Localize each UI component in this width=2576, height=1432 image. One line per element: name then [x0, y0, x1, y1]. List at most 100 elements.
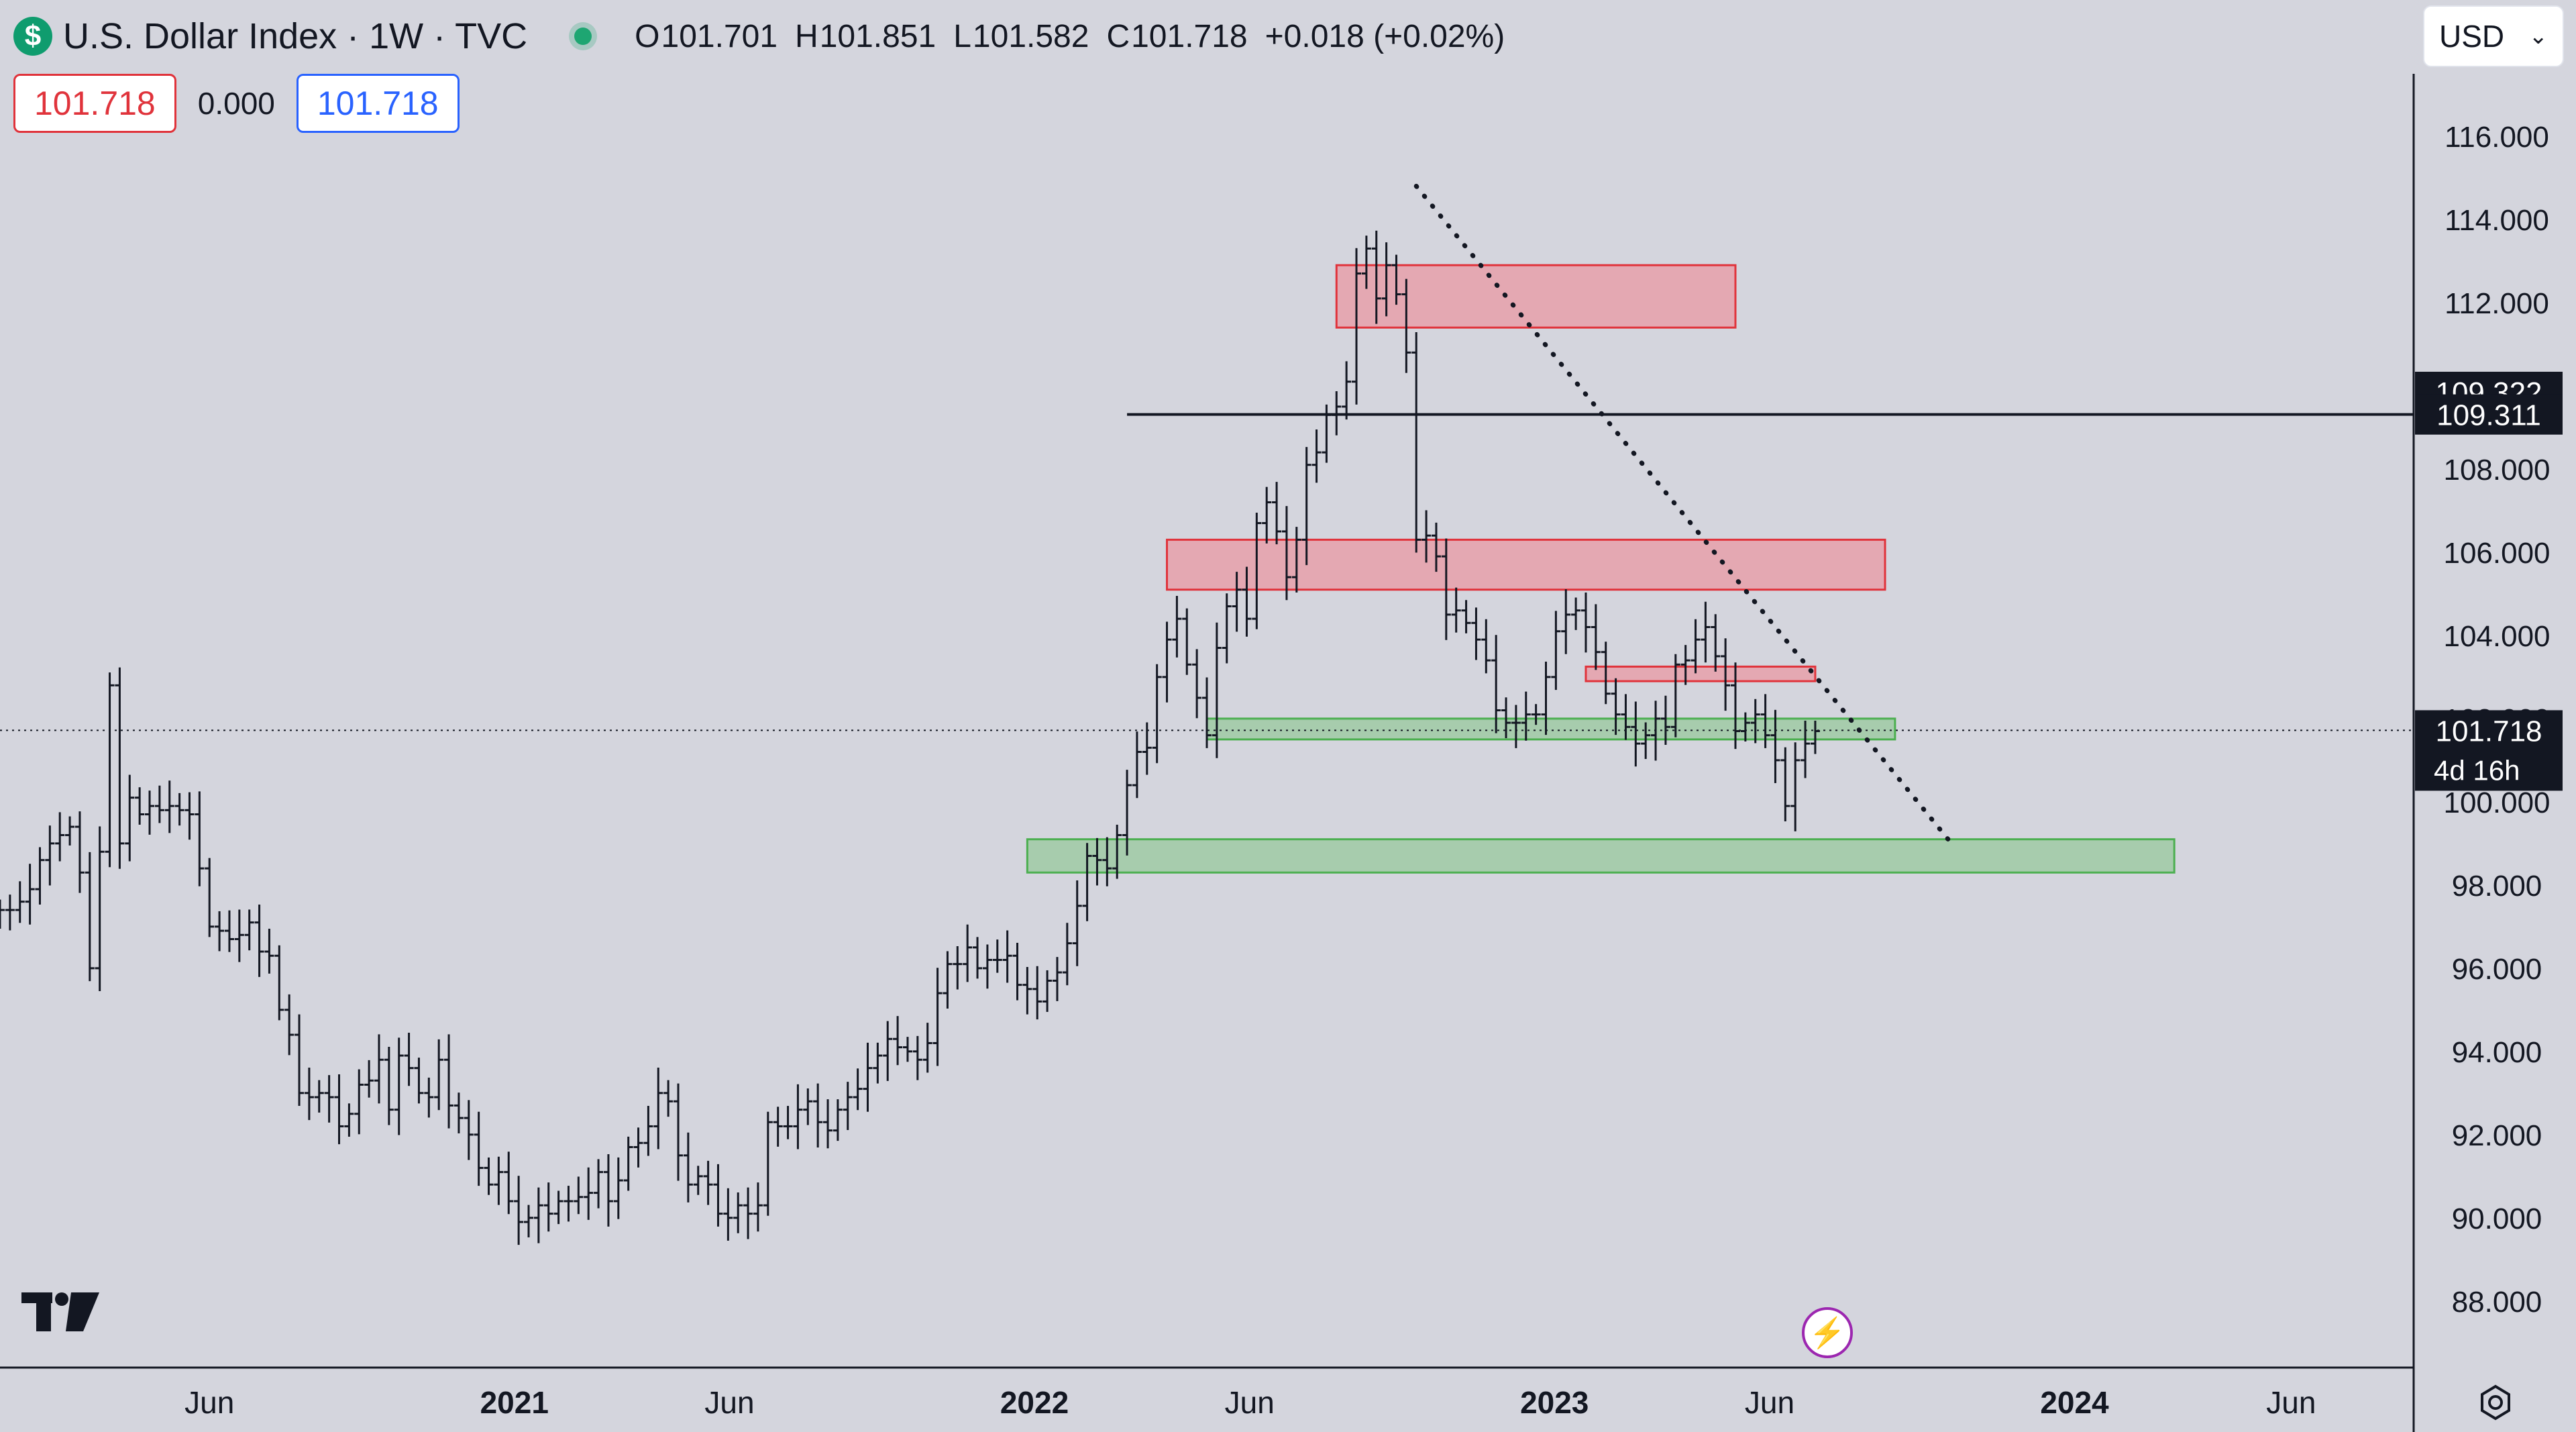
ohlc-bar — [274, 945, 284, 1021]
ohlc-bar — [215, 911, 225, 952]
ohlc-bar — [205, 858, 215, 937]
high-number: 101.851 — [819, 18, 936, 54]
y-tick-label: 112.000 — [2445, 287, 2549, 320]
y-tick-label: 94.000 — [2452, 1036, 2542, 1069]
ohlc-bar — [404, 1032, 414, 1086]
currency-value: USD — [2439, 19, 2505, 54]
symbol-title[interactable]: U.S. Dollar Index · 1W · TVC — [63, 16, 528, 56]
ohlc-bar — [963, 924, 973, 982]
ohlc-bar — [1601, 642, 1611, 705]
ohlc-bar — [354, 1069, 364, 1135]
ohlc-bar — [294, 1014, 305, 1107]
ohlc-bar — [145, 790, 155, 835]
currency-select[interactable]: USD ⌄ — [2423, 5, 2564, 67]
y-tick-label: 90.000 — [2452, 1203, 2542, 1235]
trade-buttons: 101.718 0.000 101.718 — [13, 74, 460, 133]
ohlc-bar — [1760, 694, 1770, 748]
ohlc-bar — [135, 787, 145, 825]
price-tag: 109.311 — [2415, 394, 2563, 435]
close-value: C101.718 — [1106, 18, 1247, 55]
ohlc-bar — [653, 1068, 663, 1149]
ohlc-bar — [922, 1023, 932, 1073]
ohlc-bar — [553, 1190, 564, 1225]
buy-price-button[interactable]: 101.718 — [296, 74, 460, 133]
ohlc-bar — [184, 792, 195, 840]
trend-line — [1413, 183, 1957, 850]
ohlc-bar — [1461, 600, 1471, 633]
ohlc-bar — [1591, 604, 1601, 670]
ohlc-bar — [932, 968, 943, 1066]
lightning-bolt-icon[interactable]: ⚡ — [1802, 1307, 1853, 1358]
ohlc-bar — [1690, 619, 1701, 674]
market-open-status-icon — [574, 28, 592, 45]
x-tick-label: 2023 — [1520, 1385, 1589, 1420]
ohlc-bar — [1272, 482, 1282, 545]
countdown-label: 4d 16h — [2434, 754, 2520, 786]
high-label: H — [795, 18, 818, 54]
ohlc-bar — [1770, 709, 1780, 783]
demand-zone-4 — [1205, 717, 1896, 741]
ohlc-bar — [1262, 487, 1272, 544]
ohlc-bar — [803, 1088, 813, 1125]
y-tick-label: 98.000 — [2452, 870, 2542, 903]
ohlc-bar — [1291, 527, 1301, 593]
low-label: L — [953, 18, 971, 54]
ohlc-bar — [693, 1166, 703, 1195]
ohlc-bar — [1152, 664, 1162, 764]
ohlc-bar — [65, 816, 75, 846]
ohlc-bar — [55, 812, 65, 862]
tradingview-logo-icon[interactable] — [19, 1287, 102, 1337]
dollar-sign-icon[interactable]: $ — [13, 17, 52, 56]
ohlc-bar — [424, 1077, 434, 1118]
ohlc-bar — [35, 847, 45, 905]
ohlc-bar — [74, 811, 85, 893]
ohlc-bar — [1740, 712, 1750, 741]
ohlc-bar — [883, 1021, 893, 1081]
ohlc-bar — [613, 1157, 623, 1219]
ohlc-bar — [1670, 654, 1680, 737]
open-number: 101.701 — [661, 18, 778, 54]
supply-zone-1 — [1335, 264, 1737, 329]
ohlc-bar — [464, 1100, 474, 1160]
ohlc-bar — [324, 1075, 334, 1123]
ohlc-bar — [1281, 506, 1291, 601]
gear-icon[interactable] — [2477, 1384, 2514, 1421]
ohlc-bar — [743, 1187, 753, 1239]
ohlc-bar — [1352, 248, 1362, 405]
ohlc-bar — [394, 1037, 404, 1135]
ohlc-bar — [174, 792, 184, 826]
ohlc-bar — [1551, 611, 1561, 691]
open-label: O — [635, 18, 660, 54]
ohlc-bar — [85, 852, 95, 982]
x-tick-label: 2022 — [1000, 1385, 1069, 1420]
ohlc-bar — [1641, 722, 1651, 760]
ohlc-bar — [224, 910, 234, 952]
sell-price-button[interactable]: 101.718 — [13, 74, 176, 133]
y-tick-label: 104.000 — [2443, 620, 2550, 653]
ohlc-bar — [574, 1176, 584, 1215]
low-value: L101.582 — [953, 18, 1089, 55]
ohlc-bar — [873, 1042, 883, 1084]
ohlc-bar — [1421, 510, 1432, 563]
demand-zone-5 — [1026, 838, 2176, 874]
ohlc-bar — [125, 774, 135, 862]
y-tick-label: 106.000 — [2443, 537, 2550, 570]
ohlc-bar — [703, 1160, 713, 1205]
ohlc-bar — [1132, 731, 1142, 799]
x-tick-label: 2021 — [480, 1385, 549, 1420]
ohlc-bar — [843, 1082, 853, 1131]
ohlc-bar — [374, 1034, 384, 1104]
ohlc-bar — [633, 1127, 643, 1168]
ohlc-bar — [783, 1106, 793, 1139]
ohlc-bar — [1730, 662, 1740, 750]
y-tick-label: 116.000 — [2445, 121, 2549, 154]
price-tag-label: 109.311 — [2436, 399, 2541, 432]
ohlc-bar — [494, 1156, 504, 1205]
ohlc-bar — [1042, 970, 1053, 1012]
ohlc-bar — [264, 928, 274, 974]
ohlc-bar — [853, 1068, 863, 1111]
ohlc-bar — [1541, 661, 1551, 735]
x-tick-label: Jun — [1225, 1385, 1275, 1420]
ohlc-bar — [45, 825, 55, 886]
